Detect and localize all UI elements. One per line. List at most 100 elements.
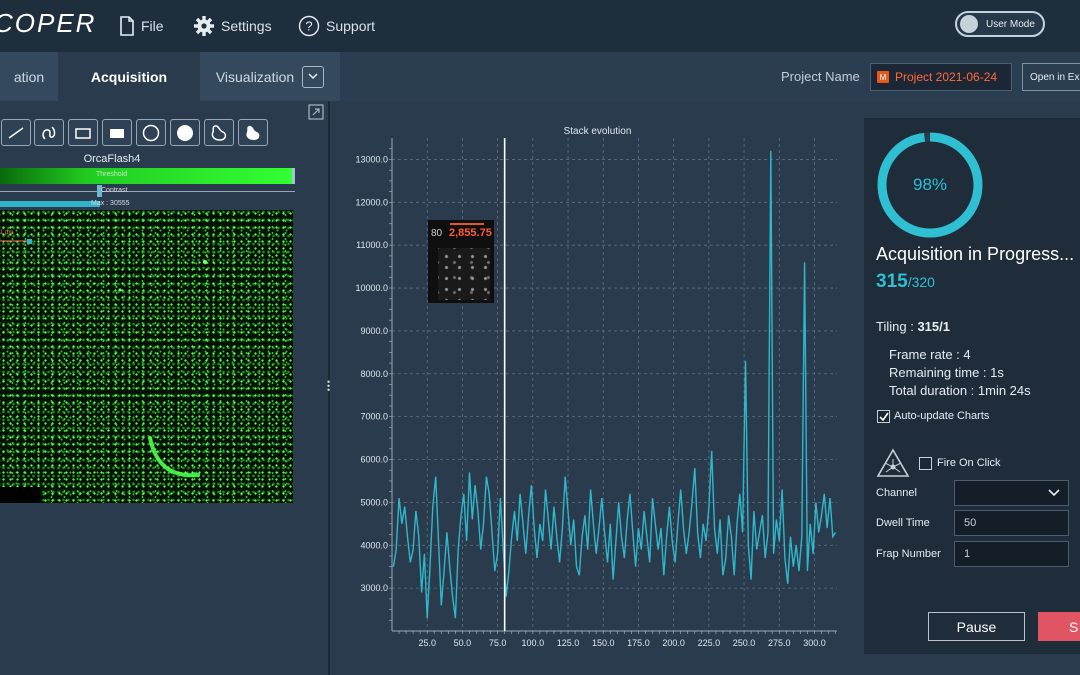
freehand-tool-button[interactable] — [34, 119, 64, 146]
channel-label: Channel — [876, 487, 917, 499]
progress-ring-fill — [877, 132, 983, 238]
x-tick-label: 125.0 — [557, 638, 580, 648]
support-menu[interactable]: ? Support — [298, 14, 375, 38]
panel-divider[interactable] — [328, 101, 330, 675]
fire-on-click-label: Fire On Click — [937, 457, 1001, 469]
tooltip-frame-index: 80 — [431, 228, 443, 239]
y-tick-label: 13000.0 — [355, 154, 388, 164]
y-tick-label: 3000.0 — [360, 583, 388, 593]
chart-canvas: 25.0 50.0 75.0 100.0 125.0 150.0 175.0 200.0 225… — [355, 138, 837, 648]
max-intensity-bar — [0, 201, 100, 207]
project-name-field[interactable]: M Project 2021-06-24 — [870, 63, 1012, 91]
x-tick-label: 200.0 — [662, 638, 685, 648]
file-menu[interactable]: File — [119, 14, 164, 38]
x-tick-label: 75.0 — [489, 638, 507, 648]
series-line — [392, 150, 837, 619]
contrast-handle[interactable] — [97, 185, 102, 197]
total-duration: Total duration : 1min 24s — [889, 383, 1031, 398]
settings-menu-label: Settings — [221, 18, 272, 34]
pause-button[interactable]: Pause — [928, 612, 1025, 641]
chevron-down-icon — [308, 73, 318, 80]
tooltip-accent-bar — [450, 223, 484, 225]
x-tick-label: 100.0 — [522, 638, 545, 648]
scale-bar — [0, 487, 40, 503]
toggle-knob — [960, 15, 978, 33]
file-menu-label: File — [141, 18, 164, 34]
auto-update-label: Auto-update Charts — [894, 410, 990, 422]
contrast-slider[interactable] — [0, 185, 295, 197]
y-tick-label: 11000.0 — [356, 240, 388, 250]
filled-polygon-tool-button[interactable] — [238, 119, 268, 146]
y-tick-label: 4000.0 — [360, 540, 388, 550]
project-badge-icon: M — [877, 71, 889, 83]
frame-count: 315/320 — [876, 271, 935, 293]
tooltip-thumbnail — [438, 248, 490, 300]
rectangle-icon — [75, 127, 91, 139]
splitter-handle-icon[interactable]: • • • — [327, 377, 331, 395]
x-tick-label: 25.0 — [418, 638, 436, 648]
filled-rectangle-tool-button[interactable] — [102, 119, 132, 146]
fire-on-click-checkbox[interactable] — [919, 457, 932, 470]
visualization-dropdown-button[interactable] — [302, 65, 325, 88]
gear-icon — [193, 15, 215, 37]
image-overlay — [0, 239, 207, 478]
file-icon — [119, 16, 135, 36]
stop-button[interactable]: S — [1038, 612, 1080, 641]
freehand-icon — [42, 125, 56, 140]
tab-acquisition[interactable]: Acquisition — [58, 52, 200, 101]
project-name-value: Project 2021-06-24 — [895, 70, 998, 84]
user-mode-toggle[interactable]: User Mode — [955, 11, 1045, 37]
channel-select[interactable] — [954, 480, 1069, 506]
tooltip-value: 2,855.75 — [449, 227, 492, 239]
support-menu-label: Support — [326, 18, 376, 34]
chart-title: Stack evolution — [563, 126, 632, 137]
progress-percent: 98% — [912, 175, 948, 194]
y-tick-label: 7000.0 — [360, 412, 388, 422]
camera-name: OrcaFlash4 — [83, 153, 141, 165]
svg-text:?: ? — [305, 19, 312, 34]
tab-calibration[interactable]: ation — [0, 52, 58, 101]
tiling-value: 315/1 — [917, 319, 950, 334]
stack-evolution-chart[interactable]: Stack evolution 25.0 50.0 75.0 100.0 125.0 15… — [340, 118, 850, 658]
circle-icon — [142, 124, 160, 141]
dwell-time-input[interactable]: 50 — [954, 510, 1069, 536]
frap-number-input[interactable]: 1 — [954, 541, 1069, 567]
acquisition-status-title: Acquisition in Progress... — [876, 244, 1075, 264]
remaining-time: Remaining time : 1s — [889, 365, 1004, 380]
total-frames: /320 — [907, 274, 935, 290]
tab-label: Visualization — [215, 68, 295, 85]
x-tick-label: 50.0 — [454, 638, 472, 648]
polygon-tool-button[interactable] — [204, 119, 234, 146]
auto-update-checkbox[interactable] — [877, 410, 890, 423]
microscope-image[interactable] — [0, 210, 293, 503]
x-tick-label: 250.0 — [733, 638, 756, 648]
line-tool-button[interactable] — [1, 119, 31, 146]
circle-tool-button[interactable] — [136, 119, 166, 146]
check-icon — [878, 412, 889, 421]
tab-label: Acquisition — [90, 68, 168, 85]
tab-visualization[interactable]: Visualization — [200, 52, 340, 101]
filled-circle-tool-button[interactable] — [170, 119, 200, 146]
help-icon: ? — [298, 15, 320, 37]
line-icon — [8, 126, 24, 139]
threshold-slider[interactable]: Threshold — [0, 168, 295, 184]
rectangle-tool-button[interactable] — [68, 119, 98, 146]
filled-circle-icon — [177, 124, 193, 141]
y-tick-label: 9000.0 — [360, 326, 388, 336]
filled-polygon-icon — [246, 125, 260, 140]
progress-ring — [877, 132, 983, 238]
frame-tooltip: 80 2,855.75 — [428, 220, 494, 303]
chevron-down-icon — [1048, 489, 1060, 497]
top-bar: COPER File Settings ? Support User Mode — [0, 0, 1080, 52]
expand-icon[interactable] — [308, 104, 324, 120]
scale-label: 1 µm — [0, 230, 14, 236]
user-mode-label: User Mode — [986, 18, 1035, 30]
dwell-time-label: Dwell Time — [876, 517, 930, 529]
x-tick-label: 225.0 — [698, 638, 721, 648]
x-tick-label: 150.0 — [592, 638, 615, 648]
open-in-explorer-button[interactable]: Open in Exp — [1022, 63, 1080, 91]
y-tick-label: 5000.0 — [360, 497, 388, 507]
x-tick-label: 275.0 — [768, 638, 791, 648]
polygon-icon — [211, 124, 227, 141]
settings-menu[interactable]: Settings — [193, 14, 272, 38]
